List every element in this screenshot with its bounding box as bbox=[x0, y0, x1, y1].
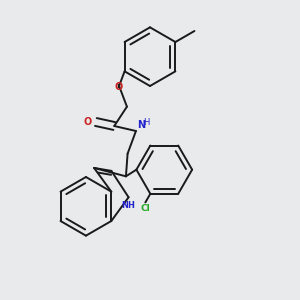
Text: H: H bbox=[143, 118, 150, 127]
Text: Cl: Cl bbox=[140, 204, 150, 213]
Text: O: O bbox=[115, 82, 123, 92]
Text: NH: NH bbox=[122, 201, 136, 210]
Text: O: O bbox=[84, 117, 92, 127]
Text: N: N bbox=[137, 120, 145, 130]
